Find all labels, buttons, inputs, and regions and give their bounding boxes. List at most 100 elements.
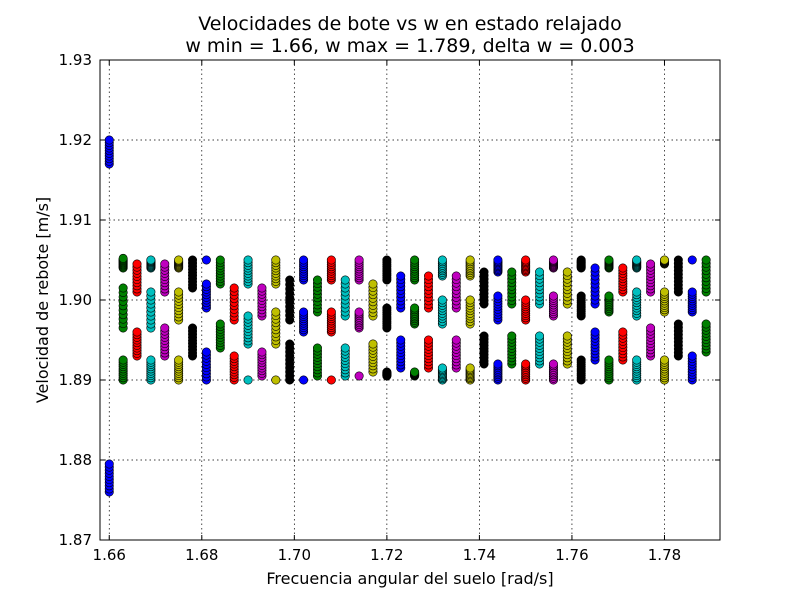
data-point bbox=[659, 255, 669, 265]
data-point bbox=[535, 267, 545, 277]
data-point bbox=[174, 355, 184, 365]
data-column bbox=[299, 255, 309, 385]
data-point bbox=[326, 375, 336, 385]
x-tick-label: 1.74 bbox=[463, 546, 496, 564]
data-point bbox=[701, 255, 711, 265]
data-point bbox=[548, 359, 558, 369]
data-column bbox=[465, 255, 475, 385]
data-point bbox=[687, 351, 697, 361]
data-point bbox=[576, 291, 586, 301]
data-point bbox=[118, 283, 128, 293]
data-column bbox=[451, 271, 461, 373]
data-point bbox=[229, 351, 239, 361]
data-point bbox=[659, 355, 669, 365]
data-column bbox=[548, 255, 558, 385]
data-point bbox=[201, 279, 211, 289]
data-column bbox=[687, 255, 697, 385]
data-point bbox=[215, 255, 225, 265]
data-point bbox=[410, 367, 420, 377]
data-column bbox=[535, 267, 545, 369]
data-points bbox=[104, 135, 711, 497]
data-point bbox=[132, 327, 142, 337]
data-column bbox=[257, 283, 267, 381]
x-tick-label: 1.68 bbox=[185, 546, 218, 564]
data-point bbox=[271, 307, 281, 317]
data-point bbox=[271, 255, 281, 265]
data-column bbox=[673, 255, 683, 361]
data-column bbox=[507, 267, 517, 369]
data-column bbox=[312, 275, 322, 381]
data-column bbox=[132, 259, 142, 361]
data-point bbox=[493, 255, 503, 265]
data-point bbox=[104, 459, 114, 469]
data-column bbox=[659, 255, 669, 385]
chart-subtitle: w min = 1.66, w max = 1.789, delta w = 0… bbox=[185, 35, 634, 57]
data-column bbox=[243, 255, 253, 385]
data-column bbox=[618, 263, 628, 365]
data-point bbox=[160, 259, 170, 269]
data-point bbox=[673, 319, 683, 329]
data-point bbox=[201, 347, 211, 357]
data-point bbox=[576, 355, 586, 365]
data-point bbox=[576, 255, 586, 265]
data-point bbox=[410, 255, 420, 265]
x-tick-label: 1.72 bbox=[370, 546, 403, 564]
y-axis-label: Velocidad de rebote [m/s] bbox=[33, 197, 52, 403]
data-point bbox=[424, 335, 434, 345]
data-column bbox=[174, 255, 184, 385]
data-point bbox=[465, 295, 475, 305]
data-point bbox=[188, 323, 198, 333]
data-column bbox=[146, 255, 156, 385]
x-axis-label: Frecuencia angular del suelo [rad/s] bbox=[266, 569, 553, 588]
data-column bbox=[424, 271, 434, 373]
data-point bbox=[424, 271, 434, 281]
data-column bbox=[215, 255, 225, 353]
data-point bbox=[521, 295, 531, 305]
data-column bbox=[118, 253, 128, 385]
data-point bbox=[521, 255, 531, 265]
data-column bbox=[160, 259, 170, 361]
x-tick-label: 1.70 bbox=[278, 546, 311, 564]
data-column bbox=[604, 255, 614, 385]
data-point bbox=[618, 327, 628, 337]
data-point bbox=[243, 255, 253, 265]
data-column bbox=[576, 255, 586, 385]
data-column bbox=[201, 255, 211, 385]
data-point bbox=[437, 363, 447, 373]
data-point bbox=[299, 307, 309, 317]
data-column bbox=[493, 255, 503, 385]
data-point bbox=[590, 263, 600, 273]
data-point bbox=[493, 291, 503, 301]
data-point bbox=[354, 371, 364, 381]
data-point bbox=[146, 255, 156, 265]
data-point bbox=[465, 363, 475, 373]
axis-ticks: 1.66 1.68 1.70 1.72 1.74 1.76 1.78 1.87 1.88 1.89… bbox=[59, 51, 720, 564]
data-point bbox=[479, 267, 489, 277]
data-point bbox=[590, 327, 600, 337]
data-point bbox=[354, 307, 364, 317]
data-column bbox=[396, 271, 406, 373]
data-point bbox=[146, 287, 156, 297]
data-column bbox=[229, 283, 239, 385]
y-tick-label: 1.91 bbox=[59, 211, 92, 229]
data-point bbox=[229, 283, 239, 293]
data-point bbox=[507, 331, 517, 341]
data-point bbox=[521, 359, 531, 369]
data-point bbox=[604, 355, 614, 365]
data-point bbox=[326, 307, 336, 317]
x-tick-label: 1.76 bbox=[555, 546, 588, 564]
data-point bbox=[659, 287, 669, 297]
data-point bbox=[437, 255, 447, 265]
y-tick-label: 1.90 bbox=[59, 291, 92, 309]
y-tick-label: 1.88 bbox=[59, 451, 92, 469]
data-column bbox=[646, 259, 656, 361]
data-point bbox=[646, 323, 656, 333]
data-point bbox=[493, 359, 503, 369]
data-column bbox=[271, 255, 281, 385]
data-point bbox=[451, 271, 461, 281]
data-point bbox=[479, 331, 489, 341]
data-point bbox=[132, 259, 142, 269]
data-point bbox=[632, 255, 642, 265]
data-point bbox=[437, 295, 447, 305]
